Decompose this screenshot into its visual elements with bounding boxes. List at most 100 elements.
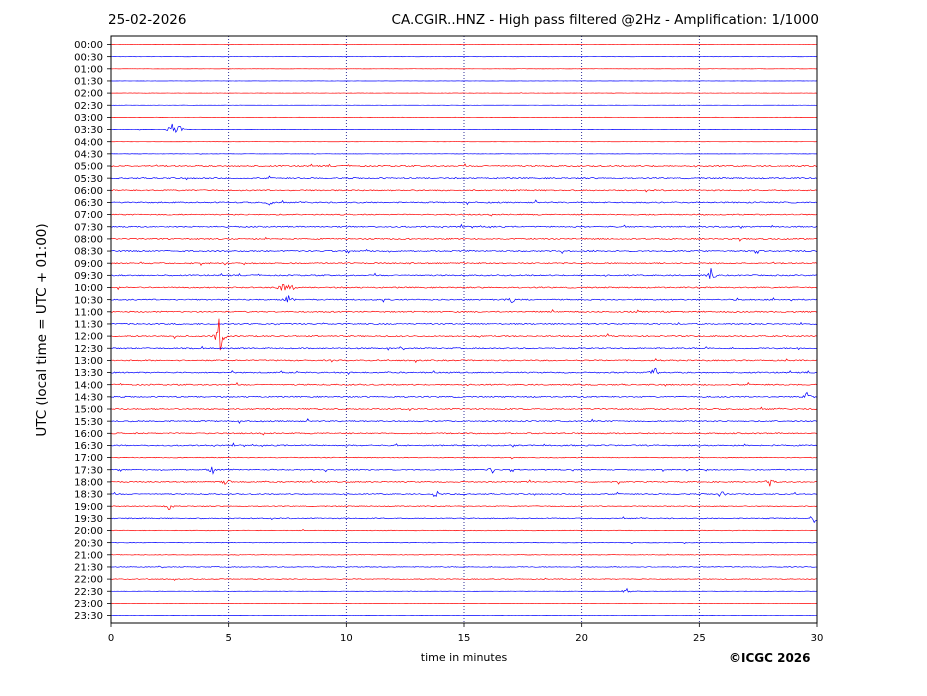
trace-0330 (110, 123, 817, 133)
trace-0600 (110, 189, 817, 193)
y-tick-label: 03:00 (74, 113, 103, 124)
y-tick-label: 06:30 (74, 198, 103, 209)
trace-1300 (110, 358, 817, 364)
trace-1100 (110, 309, 817, 313)
x-tick-label: 15 (458, 633, 471, 644)
y-tick-label: 01:00 (74, 64, 103, 75)
y-tick-label: 16:00 (74, 429, 103, 440)
x-axis-label: time in minutes (420, 651, 508, 664)
trace-1130 (110, 321, 817, 326)
x-tick-label: 20 (575, 633, 588, 644)
y-tick-label: 10:30 (74, 295, 103, 306)
y-tick-label: 05:30 (74, 174, 103, 185)
y-tick-label: 09:30 (74, 271, 103, 282)
trace-1400 (110, 381, 817, 387)
y-tick-label: 13:00 (74, 356, 103, 367)
trace-2100 (111, 553, 817, 556)
trace-1500 (110, 406, 817, 412)
x-tick-label: 30 (811, 633, 824, 644)
trace-1630 (110, 442, 817, 448)
trace-0200 (110, 92, 817, 94)
y-tick-label: 18:30 (74, 490, 103, 501)
y-tick-label: 23:00 (74, 599, 103, 610)
trace-2000 (110, 529, 817, 532)
copyright-label: ©ICGC 2026 (729, 651, 811, 665)
trace-0900 (110, 261, 817, 266)
y-tick-label: 12:00 (74, 332, 103, 343)
y-tick-label: 10:00 (74, 283, 103, 294)
trace-2200 (110, 577, 817, 581)
y-tick-label: 18:00 (74, 478, 103, 489)
trace-0430 (111, 153, 817, 155)
trace-1030 (110, 295, 817, 304)
y-tick-label: 15:30 (74, 417, 103, 428)
x-tick-label: 5 (225, 633, 231, 644)
y-tick-label: 20:30 (74, 538, 103, 549)
trace-0630 (110, 199, 817, 206)
y-tick-label: 09:00 (74, 259, 103, 270)
trace-1000 (110, 284, 817, 291)
trace-1330 (110, 367, 817, 376)
y-tick-label: 03:30 (74, 125, 103, 136)
trace-1900 (110, 505, 817, 511)
chart-title: CA.CGIR..HNZ - High pass filtered @2Hz -… (391, 12, 819, 28)
trace-2030 (110, 541, 817, 545)
y-tick-label: 20:00 (74, 526, 103, 537)
y-tick-label: 11:00 (74, 307, 103, 318)
trace-0730 (110, 223, 817, 229)
trace-1600 (110, 432, 817, 436)
y-tick-label: 00:30 (74, 52, 103, 63)
y-tick-label: 06:00 (74, 186, 103, 197)
trace-0530 (110, 175, 817, 181)
y-tick-label: 15:00 (74, 405, 103, 416)
y-tick-label: 07:00 (74, 210, 103, 221)
y-tick-label: 22:30 (74, 587, 103, 598)
y-tick-label: 16:30 (74, 441, 103, 452)
y-tick-label: 17:00 (74, 453, 103, 464)
x-tick-label: 10 (340, 633, 353, 644)
y-tick-label: 08:30 (74, 247, 103, 258)
y-tick-label: 00:00 (74, 40, 103, 51)
y-tick-label: 11:30 (74, 320, 103, 331)
y-tick-label: 22:00 (74, 575, 103, 586)
trace-1230 (110, 345, 817, 351)
y-tick-label: 14:00 (74, 380, 103, 391)
trace-0800 (110, 236, 817, 242)
trace-1430 (110, 391, 817, 399)
trace-0500 (110, 163, 817, 168)
trace-0700 (110, 213, 817, 217)
y-axis-label: UTC (local time = UTC + 01:00) (34, 223, 50, 437)
trace-1830 (110, 490, 817, 498)
trace-1530 (110, 418, 817, 424)
trace-1700 (110, 456, 817, 460)
y-tick-label: 02:00 (74, 89, 103, 100)
y-tick-label: 04:00 (74, 137, 103, 148)
y-tick-label: 01:30 (74, 77, 103, 88)
y-tick-label: 21:30 (74, 563, 103, 574)
y-tick-label: 07:30 (74, 222, 103, 233)
date-label: 25-02-2026 (108, 12, 187, 28)
y-tick-label: 19:00 (74, 502, 103, 513)
trace-2130 (110, 565, 817, 569)
y-tick-label: 19:30 (74, 514, 103, 525)
y-tick-label: 13:30 (74, 368, 103, 379)
trace-1800 (110, 479, 817, 487)
trace-0930 (110, 268, 817, 279)
trace-0830 (110, 248, 817, 255)
y-tick-label: 17:30 (74, 465, 103, 476)
y-tick-label: 21:00 (74, 550, 103, 561)
trace-1930 (110, 516, 817, 524)
y-tick-label: 02:30 (74, 101, 103, 112)
y-tick-label: 08:00 (74, 235, 103, 246)
y-tick-label: 23:30 (74, 611, 103, 622)
trace-1730 (111, 466, 817, 475)
x-tick-label: 25 (693, 633, 706, 644)
trace-1200 (110, 318, 817, 351)
trace-2230 (110, 587, 817, 593)
y-tick-label: 04:30 (74, 149, 103, 160)
y-tick-label: 05:00 (74, 162, 103, 173)
y-tick-label: 14:30 (74, 392, 103, 403)
y-tick-label: 12:30 (74, 344, 103, 355)
x-tick-label: 0 (108, 633, 114, 644)
